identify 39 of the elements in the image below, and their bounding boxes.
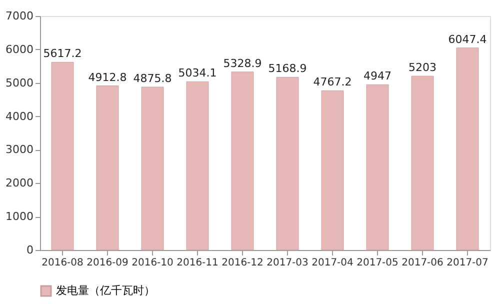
y-tick-label: 2000 [6,176,34,190]
bar [186,81,209,250]
bar [51,62,74,250]
x-tick-label: 2016-09 [86,258,128,268]
x-tick-label: 2017-03 [266,258,308,268]
bar [366,84,389,250]
y-tick-label: 6000 [6,42,34,56]
bar [231,72,254,250]
y-tick-label: 7000 [6,10,34,22]
x-tick-label: 2016-12 [222,258,264,268]
data-label: 5168.9 [268,62,307,76]
data-label: 4947 [364,70,392,83]
x-tick-label: 2017-04 [312,258,354,268]
data-label: 4912.8 [88,70,127,84]
bar [411,76,434,250]
y-tick-label: 0 [26,244,34,256]
data-label: 6047.4 [448,32,487,46]
y-tick-label: 5000 [6,76,34,90]
x-tick-label: 2017-06 [402,258,444,268]
bar [141,86,164,250]
legend-label: 发电量（亿千瓦时） [56,284,155,297]
bar [456,48,479,250]
data-label: 4767.2 [313,76,352,89]
data-label: 5328.9 [223,56,262,70]
y-tick-label: 1000 [6,210,34,224]
x-tick-label: 2016-08 [42,258,84,268]
x-tick-label: 2016-10 [132,258,174,268]
y-tick-label: 4000 [6,110,34,123]
data-label: 5034.1 [178,66,217,80]
x-tick-label: 2017-07 [446,258,488,268]
data-label: 4875.8 [133,72,172,86]
x-tick-label: 2017-05 [356,258,398,268]
y-tick-label: 3000 [6,143,34,156]
bar [321,90,344,250]
data-label: 5203 [408,61,436,74]
bar [96,86,119,250]
x-tick-label: 2016-11 [176,258,218,268]
bar [276,76,299,250]
data-label: 5617.2 [43,47,82,60]
